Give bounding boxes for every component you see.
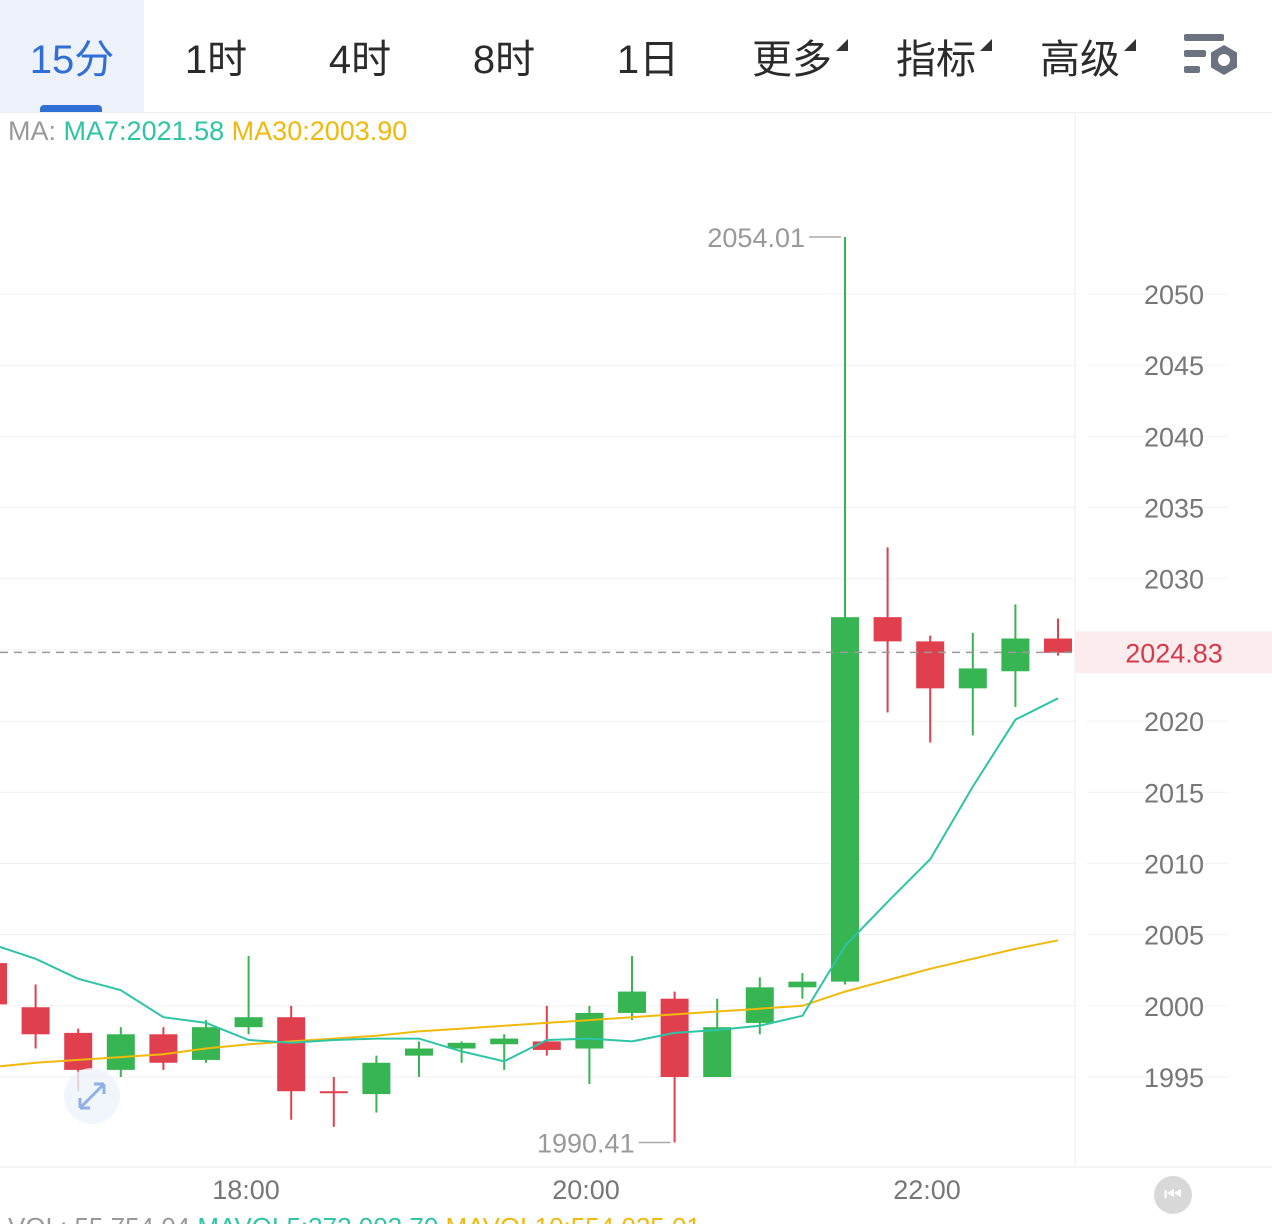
y-tick-label: 2015 — [1144, 778, 1204, 808]
candle-body — [319, 1091, 348, 1094]
timeframe-tabbar: 15分 1时 4时 8时 1日 更多 指标 高级 — [0, 0, 1272, 113]
skip-back-icon: ⏮ — [1164, 1183, 1182, 1206]
tab-1d[interactable]: 1日 — [616, 38, 680, 82]
tab-8h[interactable]: 8时 — [472, 38, 536, 82]
candle-body — [745, 987, 774, 1023]
y-tick-label: 2030 — [1144, 565, 1204, 595]
candle-body — [1001, 638, 1030, 672]
caret-down-icon — [1124, 39, 1136, 51]
candlestick-chart[interactable]: 1995 2000 2005 2010 2015 2020 2030 2035 2040 2045… — [0, 112, 1272, 1212]
current-price-tag — [1075, 631, 1272, 674]
candle-body — [277, 1017, 306, 1092]
tab-indicators-label: 指标 — [896, 38, 976, 82]
candle-body — [0, 963, 7, 1005]
scroll-to-latest-button[interactable]: ⏮ — [1154, 1176, 1192, 1214]
y-tick-label: 2045 — [1144, 351, 1204, 381]
current-price-label: 2024.83 — [1125, 638, 1223, 668]
x-tick-label: 20:00 — [552, 1175, 620, 1205]
candle-body — [873, 617, 902, 642]
y-tick-label: 2000 — [1144, 992, 1204, 1022]
y-tick-label: 2035 — [1144, 494, 1204, 524]
ma7-value: MA7:2021.58 — [63, 116, 225, 146]
caret-down-icon — [836, 39, 848, 51]
candle-body — [21, 1007, 50, 1035]
tab-more[interactable]: 更多 — [720, 0, 864, 112]
candle-body — [703, 1027, 732, 1077]
tab-advanced[interactable]: 高级 — [1008, 0, 1152, 112]
x-tick-label: 18:00 — [212, 1175, 280, 1205]
ma30-value: MA30:2003.90 — [231, 116, 408, 146]
x-tick-label: 22:00 — [893, 1175, 961, 1205]
candle-body — [234, 1017, 263, 1028]
expand-icon[interactable] — [64, 1068, 120, 1124]
candle-body — [405, 1048, 433, 1056]
high-price-label: 2054.01 — [707, 223, 805, 253]
candle-body — [192, 1027, 220, 1060]
y-tick-label: 2040 — [1144, 422, 1204, 452]
mavol10-value: MAVOL10:554,025.01 — [446, 1212, 701, 1224]
y-tick-label: 1995 — [1144, 1063, 1204, 1093]
candle-body — [660, 998, 689, 1077]
ma7-line — [0, 697, 1059, 1063]
candle-body — [490, 1038, 519, 1045]
candle-body — [532, 1041, 561, 1050]
tab-indicators[interactable]: 指标 — [864, 0, 1008, 112]
candle-body — [958, 668, 987, 689]
tab-4h[interactable]: 4时 — [328, 38, 392, 82]
tab-1h[interactable]: 1时 — [184, 38, 248, 82]
ma-legend-prefix: MA: — [8, 116, 57, 146]
candle-body — [447, 1042, 476, 1049]
mavol5-value: MAVOL5:372,002.70 — [197, 1212, 438, 1224]
tab-advanced-label: 高级 — [1040, 38, 1120, 82]
candle-body — [149, 1034, 178, 1063]
chart-settings-button[interactable] — [1180, 28, 1244, 84]
y-tick-label: 2050 — [1144, 280, 1204, 310]
candle-body — [618, 991, 646, 1013]
y-tick-label: 2005 — [1144, 921, 1204, 951]
low-price-label: 1990.41 — [537, 1128, 635, 1158]
tab-15m[interactable]: 15分 — [0, 0, 144, 112]
candle-body — [831, 617, 859, 982]
candle-body — [788, 981, 817, 988]
candle-body — [362, 1062, 391, 1095]
caret-down-icon — [980, 39, 992, 51]
vol-value: VOL: 55,754.04 — [8, 1212, 190, 1224]
candle-body — [916, 641, 945, 689]
candle-body — [64, 1032, 93, 1070]
ma30-line — [0, 939, 1059, 1068]
y-tick-label: 2010 — [1144, 849, 1204, 879]
chart-settings-icon — [1184, 34, 1237, 75]
candle-body — [575, 1012, 604, 1049]
ma-legend: MA: MA7:2021.58 MA30:2003.90 — [8, 116, 407, 147]
candle-body — [1044, 638, 1072, 653]
volume-legend: VOL: 55,754.04 MAVOL5:372,002.70 MAVOL10… — [0, 1212, 1272, 1224]
tab-more-label: 更多 — [752, 38, 832, 82]
candle-body — [106, 1034, 135, 1070]
y-tick-label: 2020 — [1144, 707, 1204, 737]
